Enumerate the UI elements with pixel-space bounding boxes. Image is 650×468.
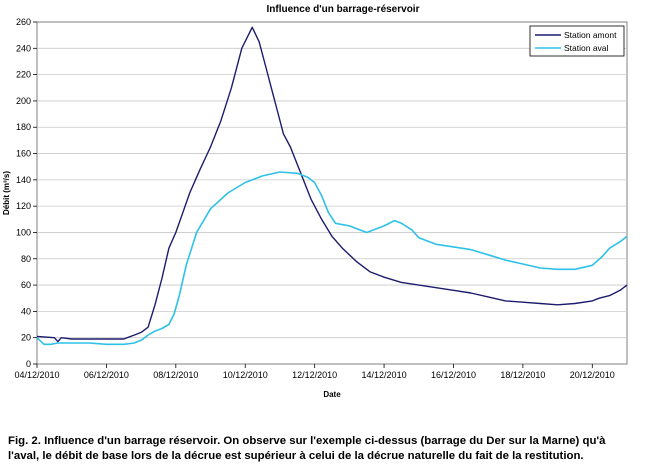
x-axis-title: Date	[323, 390, 341, 399]
x-tick-label: 16/12/2010	[431, 370, 476, 380]
plot-area	[36, 21, 628, 365]
series-lines	[36, 26, 628, 346]
y-tick-label: 240	[16, 43, 31, 53]
axis-ticks: 0 20 40 60 80 100 120 140 160 180 200 220 240 260 04/1…	[14, 17, 614, 380]
series-line-amont	[36, 26, 628, 343]
x-tick-label: 20/12/2010	[570, 370, 615, 380]
chart-svg: Influence d'un barrage-réservoir 0 20 40 60…	[2, 4, 628, 399]
chart: Influence d'un barrage-réservoir 0 20 40 60…	[2, 4, 628, 399]
x-tick-label: 12/12/2010	[292, 370, 337, 380]
legend: Station amont Station aval	[529, 25, 625, 57]
y-tick-label: 120	[16, 201, 31, 211]
x-tick-label: 08/12/2010	[153, 370, 198, 380]
y-tick-label: 60	[21, 280, 31, 290]
y-axis-title: Débit (m³/s)	[2, 171, 11, 215]
y-tick-label: 180	[16, 122, 31, 132]
y-tick-label: 160	[16, 149, 31, 159]
x-tick-label: 06/12/2010	[84, 370, 129, 380]
x-tick-label: 10/12/2010	[223, 370, 268, 380]
x-tick-label: 14/12/2010	[362, 370, 407, 380]
y-tick-label: 20	[21, 333, 31, 343]
y-tick-label: 40	[21, 306, 31, 316]
x-tick-label: 18/12/2010	[500, 370, 545, 380]
legend-label-aval: Station aval	[564, 43, 609, 53]
legend-label-amont: Station amont	[564, 30, 617, 40]
gridlines	[37, 47, 627, 339]
y-tick-label: 0	[26, 359, 31, 369]
y-tick-label: 260	[16, 17, 31, 27]
y-tick-label: 80	[21, 254, 31, 264]
y-tick-label: 220	[16, 70, 31, 80]
y-tick-label: 140	[16, 175, 31, 185]
legend-box	[529, 25, 625, 57]
y-tick-label: 200	[16, 96, 31, 106]
figure-caption: Fig. 2. Influence d'un barrage réservoir…	[8, 434, 648, 464]
caption-line-2: l'aval, le débit de base lors de la décr…	[8, 450, 584, 462]
y-tick-label: 100	[16, 227, 31, 237]
x-tick-label: 04/12/2010	[14, 370, 59, 380]
chart-title: Influence d'un barrage-réservoir	[267, 4, 420, 15]
caption-line-1: Fig. 2. Influence d'un barrage réservoir…	[8, 435, 606, 447]
series-line-aval	[36, 171, 628, 346]
